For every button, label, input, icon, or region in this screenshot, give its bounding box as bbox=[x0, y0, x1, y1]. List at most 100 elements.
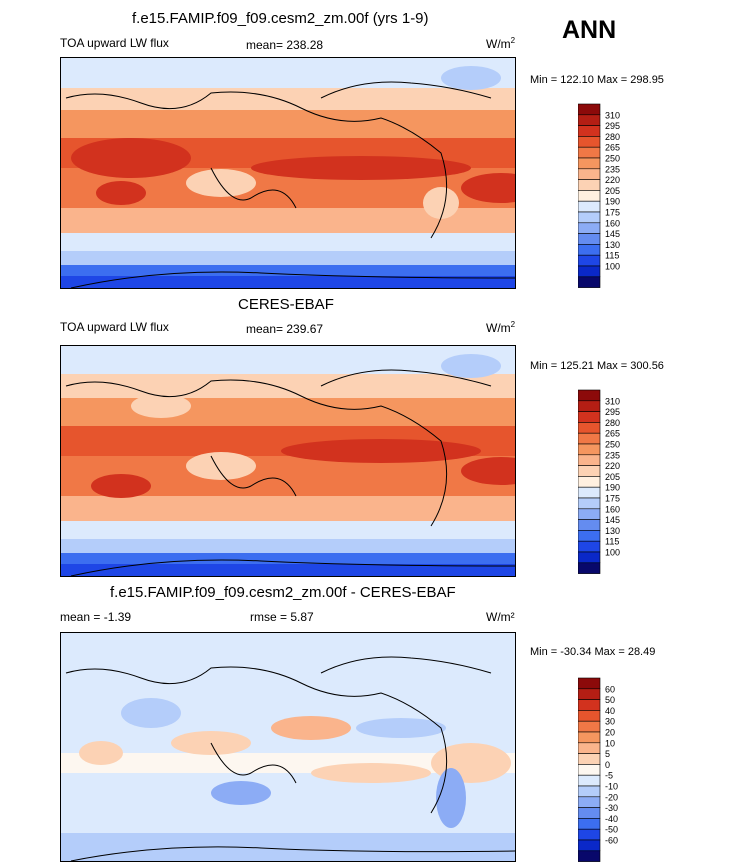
colorbar-tick-label: -60 bbox=[605, 836, 618, 846]
colorbar-tick-label: 40 bbox=[605, 706, 615, 716]
colorbar-tick-label: -5 bbox=[605, 771, 613, 781]
colorbar-tick-label: 160 bbox=[605, 218, 620, 228]
antarctic-band bbox=[61, 276, 515, 288]
colorbar-swatch bbox=[578, 497, 601, 510]
antarctic-band bbox=[61, 833, 515, 861]
colorbar-swatch bbox=[578, 508, 601, 520]
colorbar-swatch bbox=[578, 125, 601, 137]
colorbar-tick-label: 160 bbox=[605, 504, 620, 514]
neg-region bbox=[356, 718, 446, 738]
map-band bbox=[61, 374, 515, 398]
map-band bbox=[61, 233, 515, 251]
colorbar-swatch bbox=[578, 400, 601, 412]
colorbar-swatch bbox=[578, 710, 601, 722]
colorbar-tick-label: 220 bbox=[605, 175, 620, 185]
colorbar-tick-label: 100 bbox=[605, 262, 620, 272]
warm-region bbox=[281, 439, 481, 463]
colorbar-tick-label: -50 bbox=[605, 825, 618, 835]
colorbar-swatch bbox=[578, 807, 601, 819]
warm-region bbox=[251, 156, 471, 180]
season-label: ANN bbox=[562, 16, 617, 44]
colorbar-swatch bbox=[578, 785, 601, 798]
colorbar-tick-label: 10 bbox=[605, 738, 615, 748]
colorbar-swatch bbox=[578, 146, 601, 159]
pos-region bbox=[79, 741, 123, 765]
colorbar-swatch bbox=[578, 699, 601, 711]
pos-region bbox=[271, 716, 351, 740]
panel3-mean: mean = -1.39 bbox=[60, 610, 132, 624]
panel3-title: f.e15.FAMIP.f09_f09.cesm2_zm.00f - CERES… bbox=[110, 584, 456, 601]
colorbar-tick-label: 235 bbox=[605, 450, 620, 460]
colorbar-tick-label: 250 bbox=[605, 440, 620, 450]
colorbar-tick-label: 130 bbox=[605, 526, 620, 536]
panel2-map bbox=[60, 345, 516, 577]
colorbar-swatch bbox=[578, 422, 601, 434]
panel1-variable: TOA upward LW flux bbox=[60, 36, 169, 50]
cloud-region bbox=[186, 169, 256, 197]
panel1-map bbox=[60, 57, 516, 289]
colorbar-swatch bbox=[578, 254, 601, 267]
coastline bbox=[65, 656, 515, 861]
colorbar-swatch bbox=[578, 742, 601, 754]
colorbar-tick-label: 175 bbox=[605, 208, 620, 218]
colorbar-swatch bbox=[578, 839, 601, 852]
panel3-minmax: Min = -30.34 Max = 28.49 bbox=[530, 646, 656, 658]
warm-region bbox=[91, 474, 151, 498]
panel1-mean: mean= 238.28 bbox=[246, 38, 324, 52]
colorbar-tick-label: 220 bbox=[605, 461, 620, 471]
map-band bbox=[61, 398, 515, 426]
neg-region bbox=[121, 698, 181, 728]
antarctic-band bbox=[61, 564, 515, 576]
neg-region bbox=[211, 781, 271, 805]
colorbar-tick-label: -20 bbox=[605, 792, 618, 802]
colorbar-swatch bbox=[578, 796, 601, 808]
cloud-region bbox=[186, 452, 256, 480]
colorbar-tick-label: 5 bbox=[605, 749, 610, 759]
colorbar-tick-label: 280 bbox=[605, 132, 620, 142]
colorbar-swatch bbox=[578, 114, 601, 126]
panel2-variable: TOA upward LW flux bbox=[60, 320, 169, 334]
colorbar-tick-label: 265 bbox=[605, 143, 620, 153]
panel1-title: f.e15.FAMIP.f09_f09.cesm2_zm.00f (yrs 1-… bbox=[132, 10, 429, 27]
colorbar-swatch bbox=[578, 519, 601, 531]
colorbar-tick-label: -30 bbox=[605, 803, 618, 813]
colorbar-swatch bbox=[578, 157, 601, 170]
colorbar-tick-label: 60 bbox=[605, 684, 615, 694]
panel1-units: W/m2 bbox=[486, 36, 516, 51]
colorbar-swatch bbox=[578, 486, 601, 499]
map-band bbox=[61, 251, 515, 265]
panel2-mean: mean= 239.67 bbox=[246, 322, 324, 336]
colorbar-swatch bbox=[578, 136, 601, 148]
colorbar-tick-label: 205 bbox=[605, 186, 620, 196]
colorbar-swatch bbox=[578, 276, 601, 288]
map-band bbox=[61, 521, 515, 539]
colorbar-swatch bbox=[578, 476, 601, 488]
colorbar-tick-label: 175 bbox=[605, 494, 620, 504]
colorbar-swatch bbox=[578, 454, 601, 466]
cold-region bbox=[441, 66, 501, 90]
panel3-rmse: rmse = 5.87 bbox=[250, 610, 314, 624]
panel2-title: CERES-EBAF bbox=[238, 296, 334, 313]
map-band bbox=[61, 496, 515, 521]
panel2-minmax: Min = 125.21 Max = 300.56 bbox=[530, 360, 664, 372]
colorbar-tick-label: -40 bbox=[605, 814, 618, 824]
colorbar-tick-label: 190 bbox=[605, 483, 620, 493]
panel3-units: W/m² bbox=[486, 610, 515, 624]
colorbar-swatch bbox=[578, 540, 601, 553]
colorbar-tick-label: 0 bbox=[605, 760, 610, 770]
map-band bbox=[61, 539, 515, 553]
colorbar-swatch bbox=[578, 222, 601, 234]
colorbar-swatch bbox=[578, 168, 601, 180]
colorbar-tick-label: 280 bbox=[605, 418, 620, 428]
colorbar-swatch bbox=[578, 688, 601, 700]
colorbar-swatch bbox=[578, 211, 601, 224]
cloud-region bbox=[131, 394, 191, 418]
colorbar-swatch bbox=[578, 244, 601, 256]
colorbar-tick-label: 20 bbox=[605, 728, 615, 738]
colorbar-swatch bbox=[578, 774, 601, 787]
colorbar-swatch bbox=[578, 465, 601, 477]
warm-region bbox=[96, 181, 146, 205]
colorbar-swatch bbox=[578, 818, 601, 830]
cold-region bbox=[441, 354, 501, 378]
neg-region bbox=[436, 768, 466, 828]
